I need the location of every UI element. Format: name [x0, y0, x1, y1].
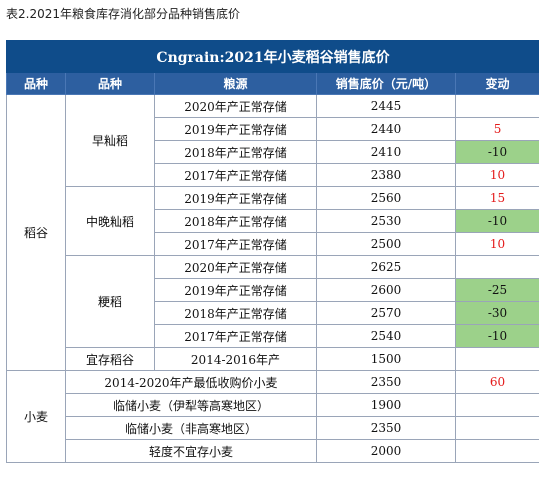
change-cell: 60	[454, 370, 539, 394]
group-mid-late-indica: 中晚籼稻	[65, 186, 155, 256]
source-cell: 轻度不宜存小麦	[65, 439, 317, 463]
change-cell: 15	[454, 186, 539, 210]
source-cell: 2014-2016年产	[154, 347, 317, 371]
price-cell: 2625	[316, 255, 456, 279]
table-row: 小麦 2014-2020年产最低收购价小麦 2350 60	[6, 370, 539, 463]
header-category: 品种	[6, 72, 66, 95]
price-cell: 2350	[316, 416, 456, 440]
change-cell	[454, 94, 539, 118]
source-cell: 2020年产正常存储	[154, 94, 317, 118]
change-cell: -25	[454, 278, 539, 302]
change-cell: 10	[454, 163, 539, 187]
category-wheat: 小麦	[6, 370, 66, 463]
price-cell: 2350	[316, 370, 456, 394]
table-row: 2019年产正常存储 2600 -25	[7, 278, 539, 302]
table-row: 中晚籼稻 2019年产正常存储 2560 15	[7, 186, 539, 256]
price-cell: 2380	[316, 163, 456, 187]
price-cell: 2500	[316, 232, 456, 256]
source-cell: 2014-2020年产最低收购价小麦	[65, 370, 317, 394]
table-title-row: Cngrain:2021年小麦稻谷销售底价	[6, 40, 539, 73]
table-row: 临储小麦（非高寒地区） 2350	[7, 416, 539, 440]
change-cell	[454, 393, 539, 417]
change-cell: -10	[454, 140, 539, 164]
price-cell: 2000	[316, 439, 456, 463]
change-cell: 5	[454, 117, 539, 141]
category-rice: 稻谷	[6, 94, 66, 371]
change-cell: -10	[454, 209, 539, 233]
price-cell: 1900	[316, 393, 456, 417]
source-cell: 2019年产正常存储	[154, 186, 317, 210]
price-cell: 2440	[316, 117, 456, 141]
table-row: 2017年产正常存储 2540 -10	[7, 324, 539, 348]
header-source: 粮源	[154, 72, 317, 95]
source-cell: 2018年产正常存储	[154, 209, 317, 233]
table-row: 2017年产正常存储 2380 10	[7, 163, 539, 187]
group-early-indica: 早籼稻	[65, 94, 155, 187]
source-cell: 2017年产正常存储	[154, 232, 317, 256]
price-cell: 2410	[316, 140, 456, 164]
price-table: Cngrain:2021年小麦稻谷销售底价 品种 品种 粮源 销售底价（元/吨）…	[6, 40, 539, 463]
source-cell: 2018年产正常存储	[154, 301, 317, 325]
change-cell	[454, 439, 539, 463]
group-storable-rice: 宜存稻谷	[65, 347, 155, 371]
price-cell: 2560	[316, 186, 456, 210]
source-cell: 临储小麦（伊犁等高寒地区）	[65, 393, 317, 417]
header-change: 变动	[454, 72, 539, 95]
change-cell	[454, 416, 539, 440]
change-cell	[454, 347, 539, 371]
price-cell: 2570	[316, 301, 456, 325]
source-cell: 2019年产正常存储	[154, 278, 317, 302]
price-table-sheet: Cngrain:2021年小麦稻谷销售底价 品种 品种 粮源 销售底价（元/吨）…	[6, 40, 539, 486]
table-row: 稻谷 早籼稻 2020年产正常存储 2445	[6, 94, 539, 371]
change-cell: -10	[454, 324, 539, 348]
group-japonica: 粳稻	[65, 255, 155, 348]
source-cell: 2017年产正常存储	[154, 324, 317, 348]
source-cell: 2020年产正常存储	[154, 255, 317, 279]
source-cell: 2019年产正常存储	[154, 117, 317, 141]
change-cell	[454, 255, 539, 279]
source-cell: 2018年产正常存储	[154, 140, 317, 164]
table-title: Cngrain:2021年小麦稻谷销售底价	[6, 40, 539, 73]
table-row: 宜存稻谷 2014-2016年产 1500	[7, 347, 539, 371]
header-price: 销售底价（元/吨）	[316, 72, 456, 95]
table-row: 2018年产正常存储 2530 -10	[7, 209, 539, 233]
table-caption: 表2.2021年粮食库存消化部分品种销售底价	[6, 7, 240, 21]
table-row: 粳稻 2020年产正常存储 2625	[7, 255, 539, 348]
source-cell: 2017年产正常存储	[154, 163, 317, 187]
header-variety: 品种	[65, 72, 155, 95]
table-row: 2018年产正常存储 2570 -30	[7, 301, 539, 325]
price-cell: 2445	[316, 94, 456, 118]
change-cell: 10	[454, 232, 539, 256]
price-cell: 2530	[316, 209, 456, 233]
price-cell: 2600	[316, 278, 456, 302]
price-cell: 1500	[316, 347, 456, 371]
table-row: 2017年产正常存储 2500 10	[7, 232, 539, 256]
table-header-row: 品种 品种 粮源 销售底价（元/吨） 变动	[6, 72, 539, 95]
table-row: 临储小麦（伊犁等高寒地区） 1900	[7, 393, 539, 417]
change-cell: -30	[454, 301, 539, 325]
source-cell: 临储小麦（非高寒地区）	[65, 416, 317, 440]
table-row: 轻度不宜存小麦 2000	[7, 439, 539, 463]
price-cell: 2540	[316, 324, 456, 348]
